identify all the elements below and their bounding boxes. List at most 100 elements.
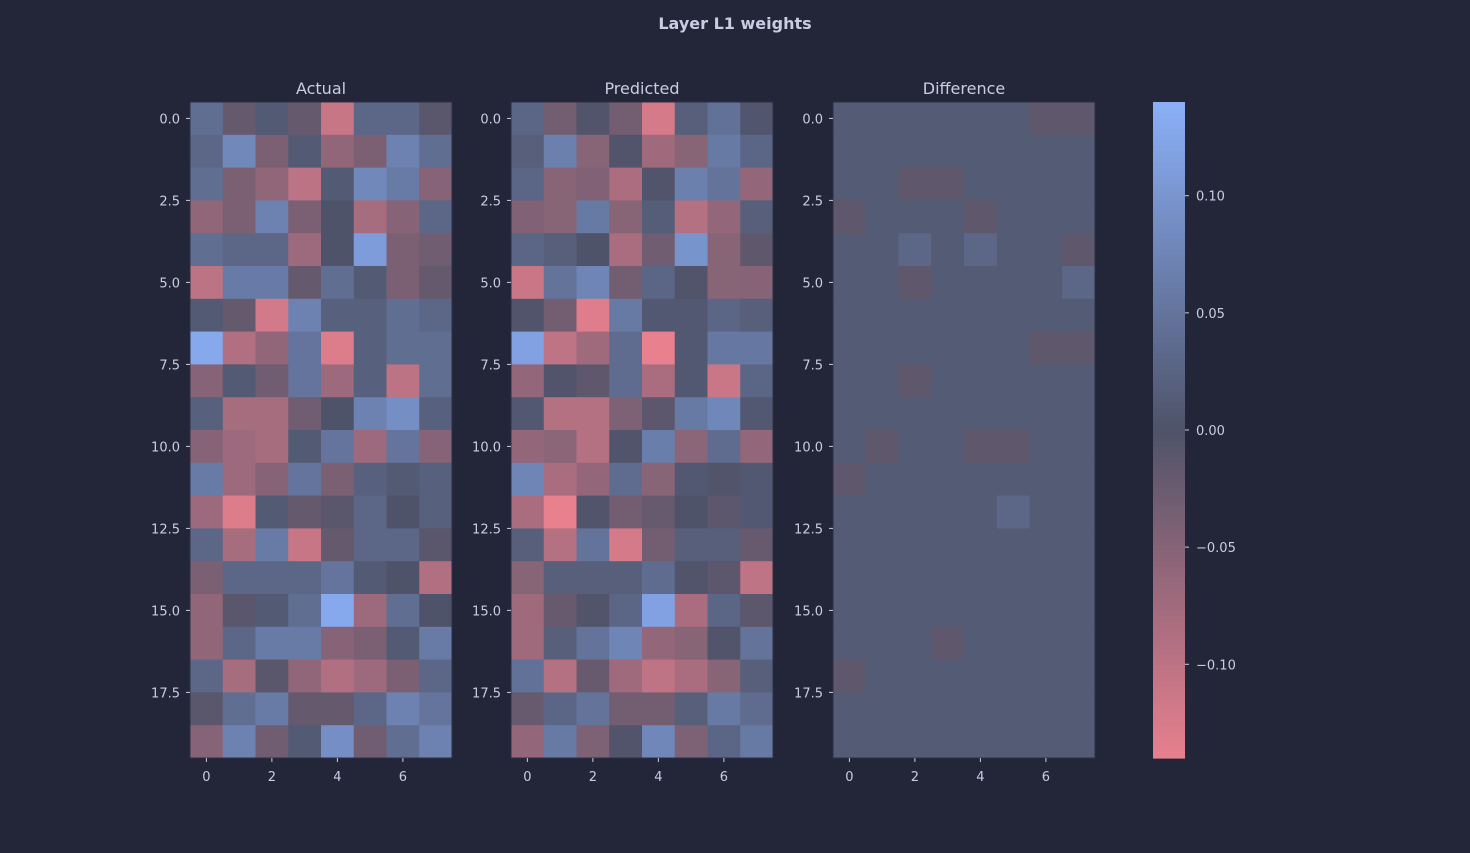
predicted-cell: [609, 528, 643, 562]
actual-cell: [190, 725, 224, 759]
actual-cell: [222, 528, 256, 562]
colorbar-segment: [1153, 637, 1185, 644]
predicted-cell: [674, 659, 708, 693]
difference-cell: [833, 102, 867, 136]
difference-cell: [898, 397, 932, 431]
actual-cell: [353, 561, 387, 595]
predicted-cell: [674, 462, 708, 497]
predicted-cell: [609, 462, 643, 497]
colorbar-segment: [1153, 107, 1185, 114]
difference-cell: [833, 725, 867, 759]
colorbar-segment: [1153, 479, 1185, 486]
difference-cell: [1062, 233, 1096, 267]
actual-cell: [255, 528, 289, 562]
difference-cell: [865, 233, 899, 267]
actual-cell: [321, 266, 355, 300]
colorbar-segment: [1153, 419, 1185, 426]
predicted-cell: [511, 298, 545, 333]
colorbar-segment: [1153, 337, 1185, 344]
actual-cell: [255, 266, 289, 300]
predicted-cell: [609, 495, 643, 529]
difference-cell: [865, 462, 899, 497]
difference-cell: [898, 626, 932, 661]
predicted-cell: [609, 298, 643, 333]
predicted-cell: [511, 200, 545, 234]
actual-cell: [255, 495, 289, 529]
predicted-cell: [642, 594, 676, 628]
colorbar-segment: [1153, 304, 1185, 311]
predicted-cell: [707, 594, 741, 628]
colorbar-segment: [1153, 501, 1185, 508]
difference-cell: [1062, 102, 1096, 136]
colorbar-segment: [1153, 391, 1185, 398]
predicted-cell: [740, 233, 774, 267]
colorbar-segment: [1153, 249, 1185, 256]
x-tick-label: 6: [1042, 770, 1050, 785]
actual-cell: [222, 495, 256, 529]
colorbar-segment: [1153, 539, 1185, 546]
colorbar-segment: [1153, 626, 1185, 633]
colorbar-segment: [1153, 610, 1185, 617]
actual-cell: [321, 725, 355, 759]
predicted-cell: [543, 331, 577, 365]
colorbar-segment: [1153, 599, 1185, 606]
difference-cell: [1062, 626, 1096, 661]
actual-cell: [222, 298, 256, 333]
colorbar-segment: [1153, 102, 1185, 109]
colorbar-segment: [1153, 178, 1185, 185]
colorbar-segment: [1153, 408, 1185, 415]
predicted-cell: [707, 364, 741, 398]
difference-cell: [1062, 692, 1096, 726]
actual-cell: [353, 626, 387, 661]
actual-cell: [353, 167, 387, 201]
predicted-cell: [511, 626, 545, 661]
actual-cell: [419, 692, 453, 726]
actual-cell: [288, 692, 322, 726]
actual-cell: [419, 594, 453, 628]
predicted-cell: [543, 134, 577, 169]
actual-cell: [386, 102, 420, 136]
actual-cell: [255, 298, 289, 333]
predicted-cell: [609, 692, 643, 726]
predicted-cell: [642, 430, 676, 464]
difference-cell: [931, 725, 965, 759]
difference-cell: [964, 298, 998, 333]
predicted-cell: [609, 397, 643, 431]
predicted-cell: [511, 430, 545, 464]
difference-cell: [1029, 528, 1063, 562]
difference-cell: [833, 298, 867, 333]
difference-cell: [1062, 134, 1096, 169]
actual-cell: [255, 134, 289, 169]
actual-panel-title: Actual: [296, 79, 346, 98]
y-tick-label: 0.0: [480, 112, 501, 127]
colorbar-segment: [1153, 386, 1185, 393]
difference-cell: [833, 626, 867, 661]
actual-cell: [386, 266, 420, 300]
actual-cell: [255, 462, 289, 497]
colorbar-segment: [1153, 211, 1185, 218]
predicted-cell: [576, 298, 610, 333]
actual-cell: [190, 462, 224, 497]
x-tick-label: 0: [845, 770, 853, 785]
y-tick-label: 10.0: [472, 440, 501, 455]
actual-cell: [255, 364, 289, 398]
colorbar-segment: [1153, 260, 1185, 267]
difference-cell: [1029, 134, 1063, 169]
actual-cell: [321, 462, 355, 497]
colorbar-segment: [1153, 583, 1185, 590]
difference-cell: [1062, 298, 1096, 333]
actual-cell: [419, 626, 453, 661]
y-tick-label: 15.0: [794, 604, 823, 619]
difference-cell: [898, 561, 932, 595]
predicted-frame: [510, 101, 774, 759]
colorbar-segment: [1153, 287, 1185, 294]
predicted-cell: [740, 659, 774, 693]
predicted-cell: [576, 430, 610, 464]
actual-cell: [353, 331, 387, 365]
difference-cell: [865, 266, 899, 300]
difference-cell: [898, 167, 932, 201]
difference-cell: [931, 659, 965, 693]
difference-cell: [931, 626, 965, 661]
predicted-cell: [543, 692, 577, 726]
